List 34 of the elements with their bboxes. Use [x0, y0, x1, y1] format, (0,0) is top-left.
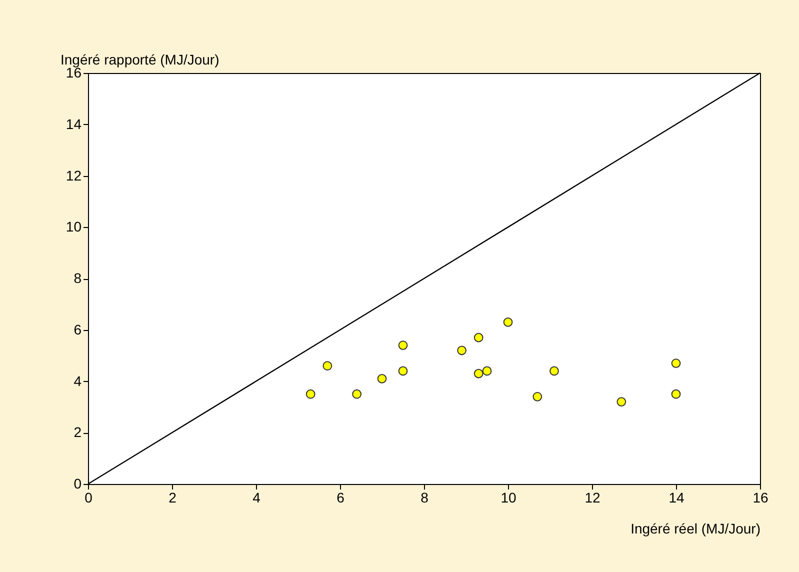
point: [550, 366, 559, 376]
point: [474, 368, 484, 378]
point: [474, 332, 484, 342]
point: [398, 366, 408, 376]
x-tick-label: 4: [252, 490, 261, 506]
point: [322, 361, 332, 371]
y-tick-label: 8: [74, 270, 82, 286]
y-tick-label: 14: [66, 116, 82, 132]
point: [306, 389, 316, 399]
point: [377, 374, 387, 384]
y-tick-label: 12: [66, 167, 82, 184]
y-tick-label: 6: [74, 321, 82, 338]
point: [503, 317, 513, 327]
x-tick-label: 6: [336, 490, 345, 506]
point: [671, 389, 681, 399]
x-axis-title: Ingéré réel (MJ/Jour): [630, 520, 760, 536]
point: [671, 358, 681, 368]
x-tick-label: 2: [168, 490, 177, 506]
y-tick-label: 10: [66, 218, 82, 235]
point: [352, 389, 362, 399]
point: [616, 397, 626, 406]
point: [532, 392, 542, 402]
point: [457, 346, 466, 356]
point: [398, 340, 408, 350]
y-tick-label: 2: [74, 424, 82, 440]
y-tick-label: 4: [74, 372, 82, 389]
x-tick-label: 14: [668, 490, 684, 506]
y-tick-label: 0: [74, 476, 82, 492]
x-tick-label: 8: [420, 490, 429, 506]
point: [482, 366, 492, 376]
x-tick-label: 12: [584, 490, 600, 506]
x-tick-label: 16: [752, 490, 768, 506]
x-tick-label: 0: [84, 490, 93, 506]
x-tick-label: 10: [500, 490, 516, 506]
